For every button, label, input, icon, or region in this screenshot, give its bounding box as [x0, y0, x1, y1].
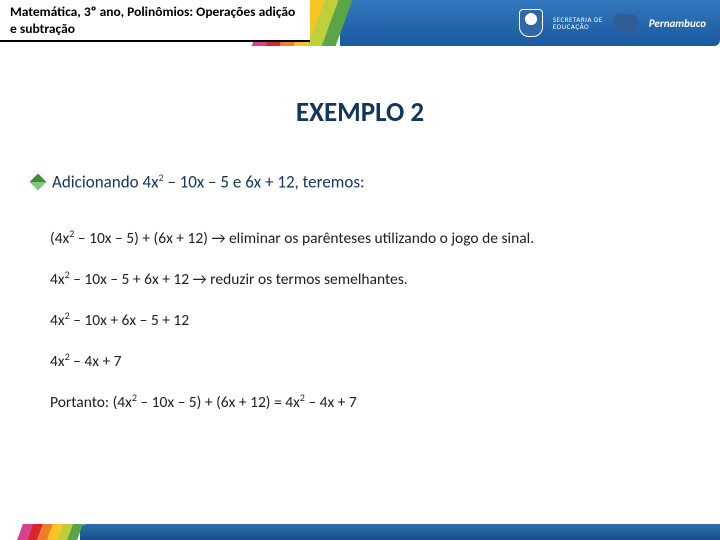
logo-state: Pernambuco: [649, 18, 706, 29]
diamond-bullet-icon: [30, 173, 47, 190]
header-logos: SECRETARIA DE EDUCAÇÃO Pernambuco: [519, 6, 706, 40]
step-1: (4x2 – 10x – 5) + (6x + 12) → eliminar o…: [50, 227, 688, 250]
intro-text: Adicionando 4x2 – 10x – 5 e 6x + 12, ter…: [52, 171, 365, 193]
intro-mid: – 10x – 5 e 6x + 12, teremos:: [164, 172, 365, 193]
logo-secretaria: SECRETARIA DE EDUCAÇÃO: [553, 16, 603, 30]
page-title: EXEMPLO 2: [32, 96, 688, 129]
logo-pernambuco: Pernambuco: [649, 18, 706, 29]
step-5: Portanto: (4x2 – 10x – 5) + (6x + 12) = …: [50, 391, 688, 414]
step-2: 4x2 – 10x – 5 + 6x + 12 → reduzir os ter…: [50, 268, 688, 291]
breadcrumb: Matemática, 3º ano, Polinômios: Operaçõe…: [0, 0, 310, 42]
slide-header: Matemática, 3º ano, Polinômios: Operaçõe…: [0, 0, 720, 56]
step-4: 4x2 – 4x + 7: [50, 350, 688, 373]
state-map-icon: [613, 12, 639, 34]
logo-line2: EDUCAÇÃO: [553, 23, 603, 30]
footer-blue-bar: [80, 524, 720, 540]
slide-footer: [0, 518, 720, 540]
footer-stripes: [17, 524, 83, 540]
intro-prefix: Adicionando 4x: [52, 172, 158, 193]
step-3: 4x2 – 10x + 6x – 5 + 12: [50, 309, 688, 332]
shield-icon: [519, 9, 543, 37]
intro-line: Adicionando 4x2 – 10x – 5 e 6x + 12, ter…: [32, 171, 688, 193]
slide-content: EXEMPLO 2 Adicionando 4x2 – 10x – 5 e 6x…: [0, 56, 720, 414]
